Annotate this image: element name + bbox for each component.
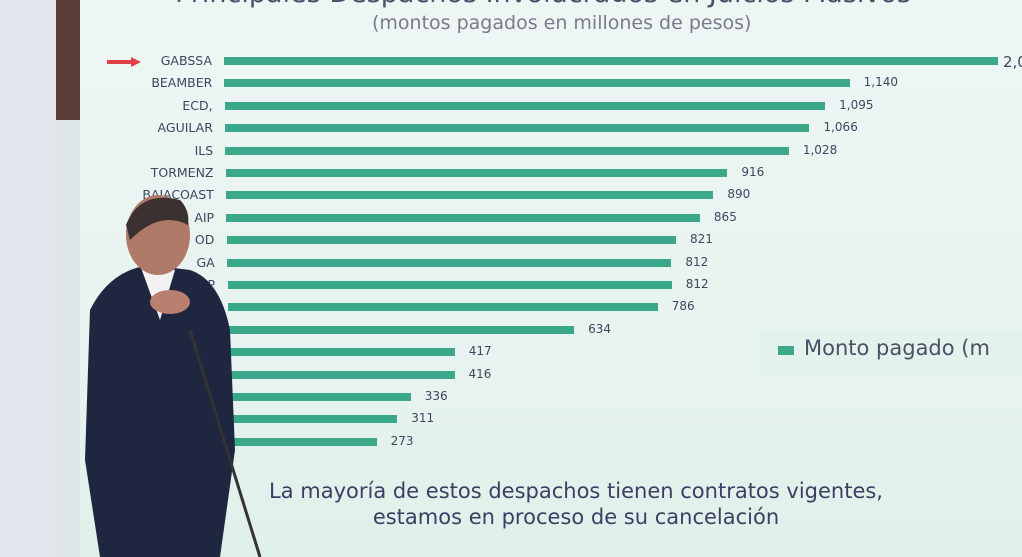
data-label: 865 — [713, 209, 737, 224]
legend-swatch — [778, 346, 794, 355]
data-label: 2,0 — [1003, 53, 1022, 71]
bar-8 — [226, 236, 676, 245]
data-label: 1,028 — [802, 142, 838, 157]
data-label: 1,095 — [839, 97, 874, 112]
category-label: GA — [196, 254, 215, 270]
chart-title: Principales Despachos Involucrados en Ju… — [175, 0, 911, 9]
bar-12 — [228, 325, 575, 334]
data-label: 416 — [468, 366, 492, 381]
category-label: ILS — [194, 142, 214, 158]
data-label: 890 — [727, 187, 751, 202]
speaker-photo — [85, 195, 262, 557]
bar-17 — [229, 437, 377, 446]
category-label: BEAMBER — [151, 75, 213, 91]
category-label: AGUILAR — [157, 120, 213, 136]
bar-13 — [228, 348, 455, 357]
category-label: TORMENZ — [150, 165, 214, 180]
category-label: ECD, — [182, 97, 213, 113]
data-label: 821 — [689, 232, 713, 247]
chart-subtitle: (montos pagados en millones de pesos) — [372, 12, 752, 34]
bar-5 — [225, 169, 728, 177]
bar-3 — [225, 124, 810, 133]
highlight-arrow-icon — [107, 57, 141, 67]
bar-14 — [228, 370, 455, 379]
data-label: 786 — [671, 299, 695, 314]
legend: Monto pagado (m — [760, 330, 1022, 378]
data-label: 417 — [468, 344, 492, 359]
category-label: AIP — [194, 209, 215, 225]
bar-10 — [227, 281, 672, 289]
data-label: 1,140 — [863, 75, 898, 90]
footnote: La mayoría de estos despachos tienen con… — [236, 478, 916, 530]
data-label: 273 — [390, 433, 414, 448]
bar-6 — [226, 191, 714, 200]
data-label: 336 — [424, 389, 448, 403]
bar-4 — [225, 146, 789, 155]
footnote-line-2: estamos en proceso de su cancelación — [372, 505, 780, 529]
bar-9 — [227, 258, 672, 267]
projection-screen — [80, 0, 1022, 557]
data-label: 634 — [588, 321, 612, 336]
bar-0 — [224, 57, 998, 65]
data-label: 311 — [411, 411, 435, 426]
data-label: 916 — [741, 165, 765, 179]
bar-1 — [224, 79, 850, 88]
background-wall — [0, 0, 56, 557]
bar-2 — [224, 101, 826, 110]
bar-11 — [227, 303, 658, 312]
bar-7 — [226, 213, 700, 222]
bar-15 — [229, 393, 411, 401]
category-label: GABSSA — [160, 53, 212, 68]
data-label: 812 — [685, 254, 709, 269]
legend-label: Monto pagado (m — [804, 336, 990, 360]
data-label: 812 — [685, 277, 709, 291]
footnote-line-1: La mayoría de estos despachos tienen con… — [269, 479, 883, 503]
screen-frame — [56, 0, 80, 120]
bar-16 — [229, 415, 398, 424]
data-label: 1,066 — [823, 120, 858, 135]
category-label: OD — [194, 232, 215, 248]
